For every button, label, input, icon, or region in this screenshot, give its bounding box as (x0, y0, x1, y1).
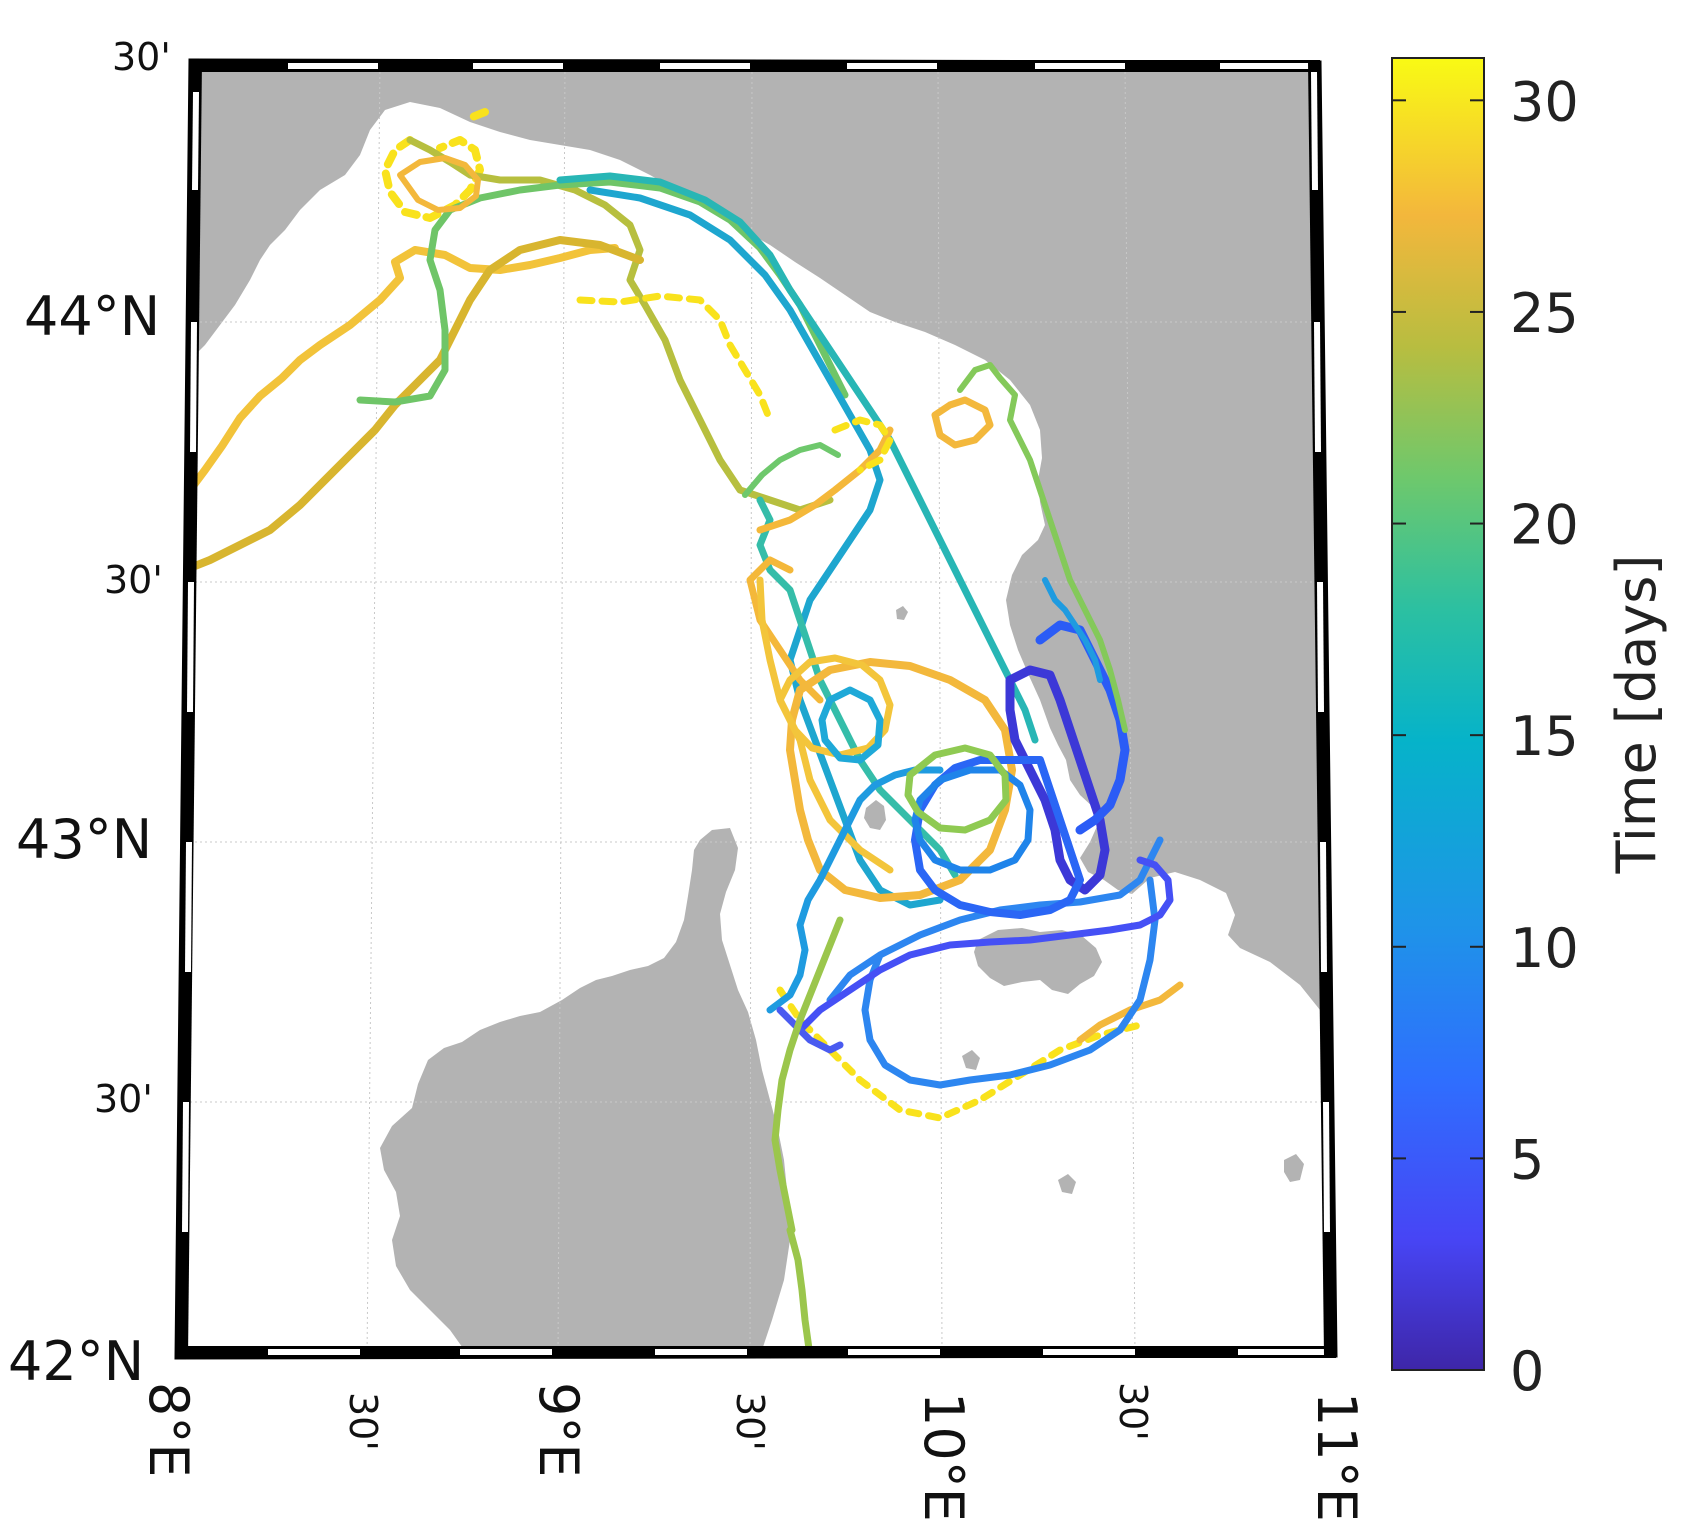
frame-right-white-4 (1320, 842, 1327, 972)
trajectory-track-28 (831, 416, 894, 474)
trajectory-track-17 (1005, 665, 1110, 895)
land-giglio (1284, 1154, 1304, 1182)
frame-top-border (190, 60, 1320, 72)
frame-top-white-1 (288, 63, 378, 69)
frame-left-white-3 (187, 582, 194, 712)
map-frame (174, 58, 1338, 1360)
trajectory-track-10 (786, 658, 1016, 902)
trajectory-track-1 (381, 108, 489, 222)
frame-right-border (1308, 62, 1336, 1356)
frame-top-white-2 (473, 63, 563, 69)
frame-right-white-1 (1311, 72, 1318, 190)
trajectory-track-8 (756, 496, 959, 879)
trajectory-track-27 (576, 292, 774, 424)
trajectory-track-11 (776, 654, 894, 759)
land-gorgona (896, 606, 908, 620)
trajectory-track-12 (756, 576, 894, 874)
map-plot-area (176, 60, 1336, 1358)
lat-label-42: 42°N (8, 1330, 144, 1393)
grid-lon-10 (937, 61, 943, 1358)
longitude-labels: 8°E 30' 9°E 30' 10°E 30' 11°E (137, 1382, 1368, 1519)
trajectory-track-24 (904, 744, 1010, 834)
trajectory-track-25 (957, 362, 1128, 733)
frame-bottom-border (176, 1346, 1336, 1358)
colorbar-tick-label: 25 (1510, 282, 1579, 345)
lat-label-43: 43°N (16, 808, 152, 871)
frame-right-white-3 (1317, 582, 1324, 712)
frame-bottom-white-1 (268, 1349, 360, 1355)
colorbar-title: Time [days] (1605, 555, 1668, 875)
lat-label-42-30: 30' (94, 1077, 153, 1121)
frame-top-white-4 (847, 63, 937, 69)
frame-right-white-2 (1314, 322, 1321, 452)
frame-left-white-2 (190, 322, 197, 452)
grid-lon-8-30 (366, 61, 381, 1358)
colorbar-tick-label: 30 (1510, 70, 1579, 133)
lon-label-9-30: 30' (728, 1392, 772, 1451)
colorbar-ticks: 0 5 10 15 20 25 30 (1392, 70, 1579, 1403)
grid-lon-10-30 (1124, 61, 1136, 1358)
trajectory-track-21 (766, 766, 944, 1014)
graticule (180, 61, 1325, 1358)
trajectory-track-32 (742, 442, 841, 498)
frame-left-white-4 (185, 842, 192, 972)
land-corsica (380, 828, 790, 1358)
colorbar-tick-label: 5 (1510, 1128, 1544, 1191)
lon-label-10-30: 30' (1111, 1382, 1155, 1441)
trajectory-track-4 (176, 236, 644, 576)
lon-label-11: 11°E (1305, 1392, 1368, 1519)
drifter-trajectories (176, 108, 1184, 1358)
trajectory-track-26 (931, 396, 994, 449)
frame-bottom-white-5 (1043, 1349, 1135, 1355)
frame-bottom-white-4 (848, 1349, 940, 1355)
frame-left-white-1 (192, 92, 199, 190)
trajectory-track-29 (1042, 577, 1103, 683)
grid-lon-9 (557, 61, 566, 1358)
lon-label-8: 8°E (137, 1382, 200, 1477)
trajectory-track-19 (911, 756, 1084, 919)
grid-lon-9-30 (749, 61, 753, 1358)
trajectory-track-16 (796, 856, 1174, 1034)
lat-label-44: 44°N (24, 285, 160, 348)
frame-bottom-white-3 (655, 1349, 747, 1355)
lon-label-10: 10°E (912, 1392, 975, 1519)
trajectory-track-7 (586, 186, 944, 909)
lon-label-8-30: 30' (341, 1392, 385, 1451)
latitude-labels: 30' 44°N 30' 43°N 30' 42°N (8, 35, 171, 1393)
trajectory-track-31 (397, 155, 481, 213)
colorbar-tick-label: 10 (1510, 917, 1579, 980)
frame-top-white-6 (1220, 63, 1310, 69)
trajectory-track-20 (911, 766, 1034, 874)
colorbar-gradient (1391, 57, 1485, 1371)
trajectory-track-15 (826, 836, 1164, 1089)
trajectory-track-30 (771, 916, 844, 1358)
lon-label-9: 9°E (527, 1382, 590, 1477)
frame-top-white-5 (1035, 63, 1125, 69)
trajectory-track-13 (776, 986, 1144, 1122)
frame-left-border (176, 60, 202, 1358)
trajectory-track-2 (186, 244, 619, 494)
frame-top-white-3 (660, 63, 750, 69)
frame-right-white-5 (1323, 1102, 1330, 1232)
colorbar-tick-label: 0 (1510, 1340, 1544, 1403)
trajectory-track-23 (818, 686, 884, 764)
frame-bottom-white-2 (460, 1349, 552, 1355)
frame-bottom-white-6 (1238, 1349, 1330, 1355)
frame-left-white-5 (182, 1102, 189, 1232)
land-mainland-italy (190, 60, 1320, 1010)
land-capraia (864, 800, 886, 830)
lat-label-44-30: 30' (112, 35, 171, 79)
colorbar-tick-label: 15 (1510, 705, 1579, 768)
land-pianosa (962, 1050, 980, 1070)
colorbar-tick-label: 20 (1510, 494, 1579, 557)
land-montecristo (1058, 1174, 1076, 1194)
colorbar: 0 5 10 15 20 25 30 Time [days] (1391, 57, 1668, 1403)
lat-label-43-30: 30' (104, 558, 163, 602)
